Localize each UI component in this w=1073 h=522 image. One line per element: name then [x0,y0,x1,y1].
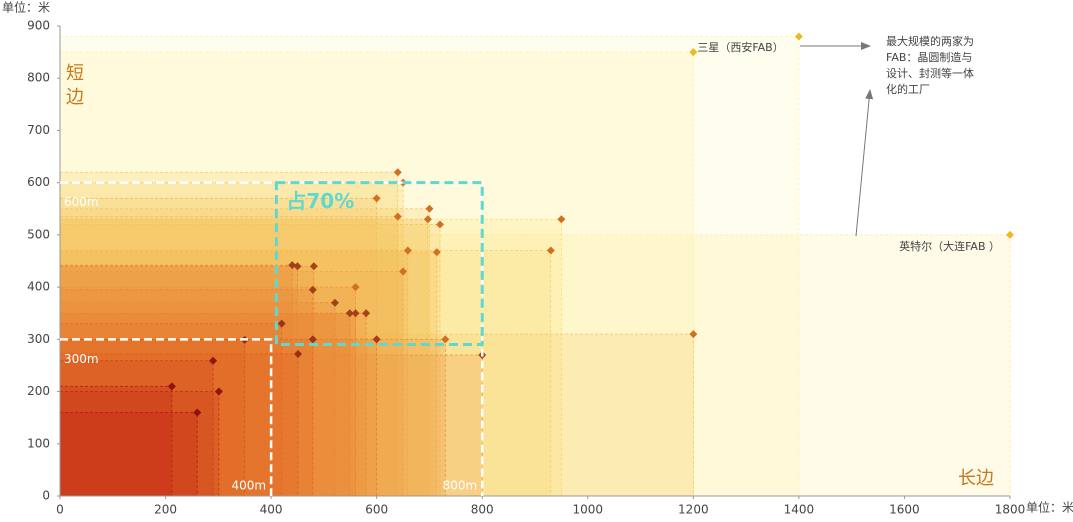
point [214,387,223,396]
y-tick-label: 800 [27,71,50,85]
point [689,48,698,57]
note-arrow [855,89,874,237]
y-axis-label: 短 [66,63,84,84]
point [372,335,381,344]
reference-box [60,181,484,496]
y-tick-label: 500 [27,227,50,241]
x-tick-label: 0 [56,503,64,517]
point [193,408,202,417]
x-tick-label: 400 [260,503,283,517]
point [308,335,317,344]
note: 最大规模的两家为 [886,34,974,48]
point [362,309,371,318]
area-rect [59,312,356,497]
point [436,220,444,229]
point [432,248,441,257]
x-unit-label: 单位：米 [1026,500,1073,515]
area-rect [59,218,562,497]
highlight-box [274,181,484,347]
point [393,168,402,177]
y-tick-label: 100 [27,436,50,450]
point [167,382,176,391]
y-tick-label: 400 [27,280,50,294]
x-tick-label: 1400 [784,503,815,517]
point [209,356,218,365]
y-tick-label: 600 [27,175,50,189]
area-rect [59,412,198,497]
x-tick-label: 1200 [678,503,709,517]
area-rect [59,271,404,497]
area-rect [59,251,438,497]
point [351,283,360,292]
reference-label: 300m [64,352,99,366]
point [330,298,339,307]
point [309,262,318,271]
point [288,261,297,270]
area-rect [59,360,214,497]
y-tick-label: 0 [42,489,50,503]
y-axis-label: 边 [66,87,84,108]
point [399,267,408,276]
reference-label: 400m [232,479,267,493]
y-tick-label: 300 [27,332,50,346]
area-rect [59,197,378,497]
area-rect [59,385,173,497]
area-rect [59,302,336,497]
y-tick-label: 700 [27,123,50,137]
note: FAB：晶圆制造与 [886,50,972,64]
point [372,194,381,203]
y-tick-label: 900 [27,19,50,33]
x-tick-label: 1600 [889,503,920,517]
point-annotation: 三星（西安FAB） [697,40,783,54]
point [1006,230,1014,239]
reference-box [60,338,273,496]
highlight-label: 占70% [286,189,354,213]
area-rect [59,216,399,497]
point [546,246,555,255]
area-rect [59,338,446,497]
point-annotation: 英特尔（大连FAB ） [899,239,1000,253]
point [689,330,698,339]
x-tick-label: 1800 [995,503,1026,517]
point [308,285,317,294]
x-tick-label: 600 [365,503,388,517]
area-rect [59,265,298,497]
y-unit-label: 单位：米 [2,0,50,15]
area-rect [59,354,483,497]
area-rect [59,338,378,497]
x-axis-label: 长边 [958,468,994,489]
reference-label: 800m [443,479,478,493]
point [277,319,286,328]
point [425,204,434,213]
point [294,349,303,358]
reference-label: 600m [64,195,99,209]
point [441,335,450,344]
x-tick-label: 200 [154,503,177,517]
point [345,309,354,318]
point [794,32,803,41]
point [393,212,402,221]
note: 化的工厂 [886,82,930,96]
area-rect [59,353,299,497]
note: 设计、封测等一体 [886,66,974,80]
x-tick-label: 800 [471,503,494,517]
area-rect [59,234,1011,497]
x-tick-label: 1000 [573,503,604,517]
point [403,246,412,255]
point [557,215,566,224]
point [293,262,302,271]
y-tick-label: 200 [27,384,50,398]
point [351,309,360,318]
area-rect [59,264,293,497]
area-rect [59,250,552,497]
area-rect [59,339,246,497]
point [423,215,432,224]
